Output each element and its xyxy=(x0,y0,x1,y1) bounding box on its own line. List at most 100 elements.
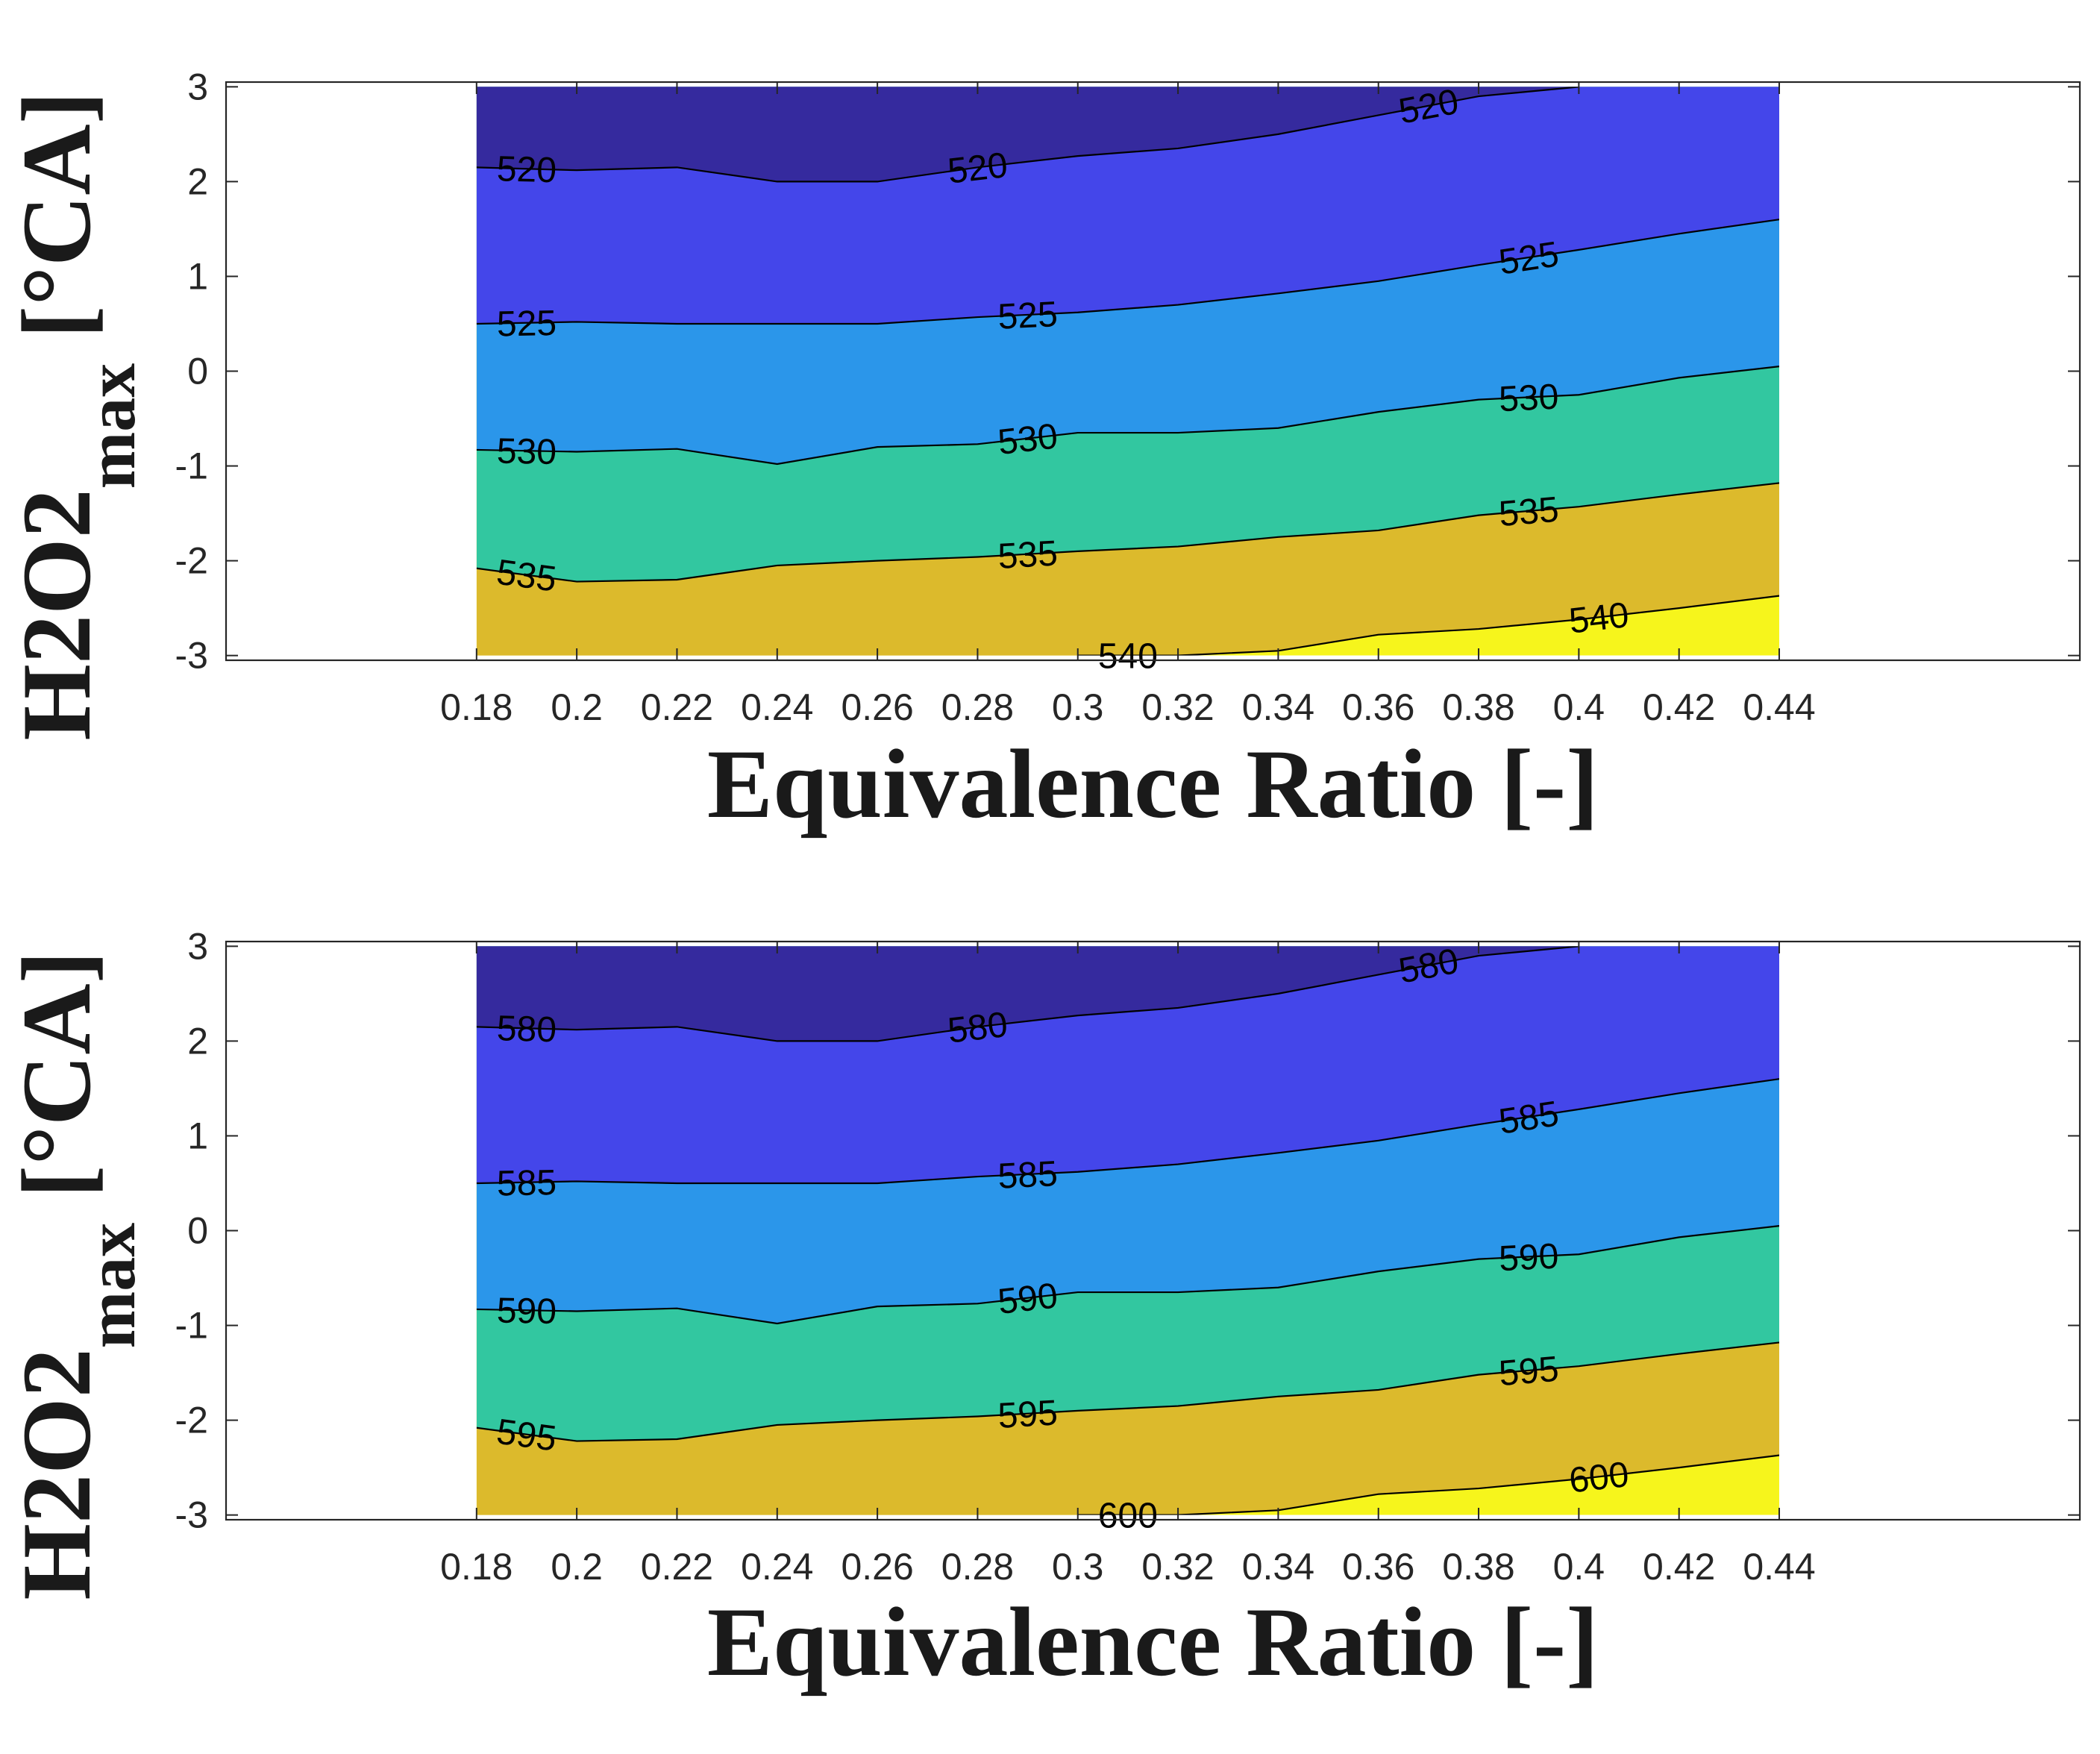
contour-label: 580 xyxy=(946,1005,1010,1051)
x-axis-label: Equivalence Ratio [-] xyxy=(707,1587,1599,1697)
contour-bands xyxy=(476,946,1780,1515)
contour-line-525 xyxy=(476,219,1780,325)
y-tick-label: 0 xyxy=(187,1210,208,1252)
y-axis-label-sub: max xyxy=(73,1223,149,1349)
contour-line-585 xyxy=(476,1078,1780,1185)
contour-line-600 xyxy=(1077,1454,1780,1515)
x-tick-label: 0.28 xyxy=(941,686,1014,728)
x-tick-label: 0.26 xyxy=(841,686,913,728)
y-tick-label: 3 xyxy=(187,66,208,107)
contour-line-580 xyxy=(476,946,1579,1042)
y-tick-label: -1 xyxy=(175,445,208,487)
x-tick-label: 0.36 xyxy=(1342,686,1414,728)
x-tick-label: 0.38 xyxy=(1442,1546,1514,1588)
contour-label: 590 xyxy=(496,1291,557,1332)
x-tick-label: 0.2 xyxy=(551,1546,603,1588)
contour-line-535 xyxy=(476,482,1780,583)
contour-line-520 xyxy=(476,87,1579,183)
y-tick-label: -2 xyxy=(175,540,208,582)
contour-label: 585 xyxy=(496,1163,557,1204)
x-axis: 0.18 0.2 0.22 0.24 0.26 0.28 0.3 0.32 0.34 0.36 0.… xyxy=(440,942,1816,1588)
contour-label: 585 xyxy=(997,1154,1059,1197)
x-tick-label: 0.26 xyxy=(841,1546,913,1588)
x-tick-label: 0.2 xyxy=(551,686,603,728)
contour-label: 585 xyxy=(1496,1094,1561,1141)
contour-label: 530 xyxy=(996,416,1060,463)
x-axis-label: Equivalence Ratio [-] xyxy=(707,729,1599,839)
contour-label: 595 xyxy=(1497,1350,1560,1394)
y-axis-label-unit: [°CA] xyxy=(1,950,111,1222)
contour-label: 580 xyxy=(496,1009,557,1050)
contour-label: 535 xyxy=(1497,490,1560,535)
y-axis-label-main: H2O2 xyxy=(1,489,111,740)
contour-label: 540 xyxy=(1098,637,1158,677)
x-tick-label: 0.4 xyxy=(1553,686,1605,728)
contour-line-540 xyxy=(1077,595,1780,656)
contour-label: 600 xyxy=(1098,1497,1158,1536)
contour-label: 525 xyxy=(496,304,557,345)
contour-label: 535 xyxy=(997,533,1059,576)
y-tick-label: -3 xyxy=(175,1494,208,1536)
contour-label: 520 xyxy=(496,149,557,190)
contour-label: 530 xyxy=(496,431,557,472)
x-tick-label: 0.3 xyxy=(1052,686,1104,728)
y-tick-label: 2 xyxy=(187,160,208,202)
y-axis: 3 2 1 0 -1 -2 -3 xyxy=(175,66,2080,677)
contour-label: 525 xyxy=(997,295,1059,337)
contour-bands xyxy=(476,87,1780,656)
contour-label: 600 xyxy=(1567,1455,1632,1501)
x-tick-label: 0.42 xyxy=(1643,686,1715,728)
x-tick-label: 0.32 xyxy=(1141,1546,1214,1588)
contour-label: 520 xyxy=(946,145,1010,192)
y-tick-label: 2 xyxy=(187,1020,208,1062)
x-tick-label: 0.34 xyxy=(1242,686,1314,728)
y-tick-label: -3 xyxy=(175,635,208,677)
x-tick-label: 0.44 xyxy=(1743,1546,1815,1588)
x-tick-label: 0.34 xyxy=(1242,1546,1314,1588)
contour-label: 595 xyxy=(495,1412,559,1459)
y-tick-label: 1 xyxy=(187,1115,208,1156)
x-tick-label: 0.18 xyxy=(440,1546,513,1588)
y-tick-label: 0 xyxy=(187,351,208,392)
contour-label: 540 xyxy=(1567,595,1632,642)
y-tick-label: -2 xyxy=(175,1400,208,1441)
y-axis-label-main: H2O2 xyxy=(1,1348,111,1600)
contour-line-590 xyxy=(476,1225,1780,1325)
y-tick-label: -1 xyxy=(175,1305,208,1347)
contour-lines xyxy=(476,946,1780,1515)
y-axis-label-unit: [°CA] xyxy=(1,91,111,363)
y-axis-label-sub: max xyxy=(73,363,149,489)
contour-line-530 xyxy=(476,366,1780,466)
y-axis-label: H2O2max [°CA] xyxy=(1,91,149,740)
x-tick-label: 0.36 xyxy=(1342,1546,1414,1588)
x-tick-label: 0.22 xyxy=(641,686,713,728)
x-tick-label: 0.28 xyxy=(941,1546,1014,1588)
x-tick-label: 0.18 xyxy=(440,686,513,728)
contour-label: 595 xyxy=(997,1393,1059,1435)
x-tick-label: 0.3 xyxy=(1052,1546,1104,1588)
contour-label: 525 xyxy=(1496,234,1561,282)
x-tick-label: 0.32 xyxy=(1141,686,1214,728)
contour-label: 535 xyxy=(495,553,559,600)
x-tick-label: 0.24 xyxy=(741,686,813,728)
y-axis: 3 2 1 0 -1 -2 -3 xyxy=(175,925,2080,1536)
x-tick-label: 0.44 xyxy=(1743,686,1815,728)
x-tick-label: 0.4 xyxy=(1553,1546,1605,1588)
y-tick-label: 1 xyxy=(187,255,208,297)
y-tick-label: 3 xyxy=(187,925,208,967)
x-axis: 0.18 0.2 0.22 0.24 0.26 0.28 0.3 0.32 0.34 0.36 0.… xyxy=(440,82,1816,728)
contour-band xyxy=(476,946,1579,1042)
x-tick-label: 0.24 xyxy=(741,1546,813,1588)
contour-label: 590 xyxy=(996,1276,1060,1322)
x-tick-label: 0.22 xyxy=(641,1546,713,1588)
contour-label: 530 xyxy=(1498,378,1560,420)
x-tick-label: 0.42 xyxy=(1643,1546,1715,1588)
x-tick-label: 0.38 xyxy=(1442,686,1514,728)
y-axis-label: H2O2max [°CA] xyxy=(1,950,149,1600)
